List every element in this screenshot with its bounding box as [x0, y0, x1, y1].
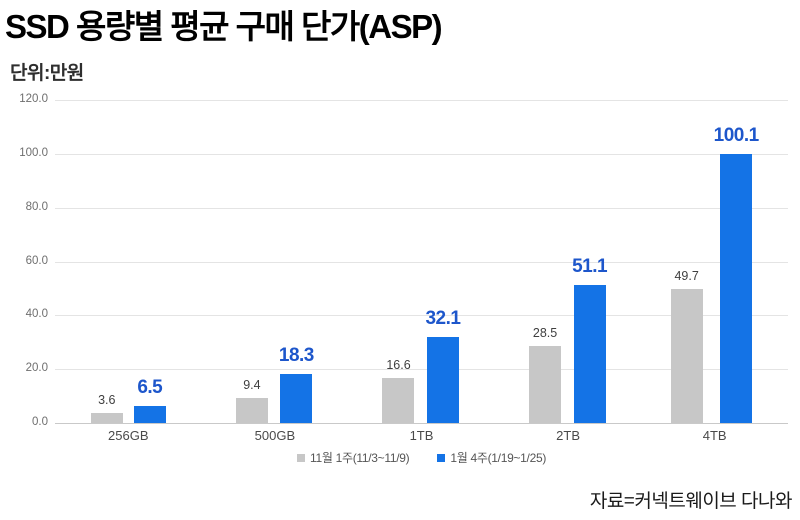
- x-axis-label: 256GB: [108, 428, 149, 443]
- legend-label: 11월 1주(11/3~11/9): [309, 451, 410, 465]
- bar: [235, 397, 268, 423]
- x-axis-label: 2TB: [556, 428, 580, 443]
- bar-column: 3.6: [90, 100, 123, 423]
- legend: 11월 1주(11/3~11/9) 1월 4주(1/19~1/25): [55, 449, 788, 466]
- plot-area: 3.6 6.5 9.4 18.3 16.6 32.1 28.5 51.1 49.7 100.1: [55, 100, 788, 424]
- x-axis-label: 4TB: [702, 428, 727, 443]
- legend-item: 1월 4주(1/19~1/25): [437, 449, 546, 466]
- legend-item: 11월 1주(11/3~11/9): [296, 449, 410, 466]
- bar-group: 49.7 100.1: [641, 100, 788, 423]
- gridline: [55, 369, 788, 371]
- bar: [670, 289, 703, 423]
- y-axis-tick-label: 100.0: [19, 146, 48, 159]
- legend-label: 1월 4주(1/19~1/25): [450, 451, 547, 465]
- bar-groups: 3.6 6.5 9.4 18.3 16.6 32.1 28.5 51.1 49.7 100.1: [55, 100, 788, 423]
- bar: [280, 373, 313, 423]
- value-label: 100.1: [713, 124, 760, 146]
- bar-column: 6.5: [133, 100, 166, 423]
- bar: [382, 378, 415, 423]
- y-axis-tick-label: 60.0: [25, 254, 48, 267]
- source-label: 자료=커넥트웨이브 다나와: [589, 491, 793, 512]
- bar: [90, 413, 123, 423]
- gridline: [55, 315, 788, 317]
- bar-group: 3.6 6.5: [55, 100, 202, 423]
- bar: [720, 153, 753, 423]
- bar: [573, 285, 606, 423]
- value-label: 18.3: [278, 344, 314, 366]
- gridline: [55, 100, 788, 101]
- bar-column: 100.1: [714, 100, 759, 423]
- x-axis: 256GB 500GB 1TB 2TB 4TB: [55, 428, 788, 443]
- value-label: 3.6: [98, 393, 116, 408]
- y-axis-tick-label: 80.0: [25, 200, 48, 213]
- bar-column: 9.4: [235, 100, 268, 423]
- bar-column: 28.5: [529, 100, 562, 423]
- value-label: 16.6: [386, 358, 411, 373]
- value-label: 32.1: [425, 307, 461, 329]
- value-label: 6.5: [137, 376, 163, 398]
- bar-column: 16.6: [382, 100, 415, 423]
- value-label: 49.7: [674, 269, 699, 284]
- bar: [426, 336, 459, 423]
- bar-column: 18.3: [279, 100, 314, 423]
- bar: [133, 405, 166, 423]
- bar-column: 32.1: [425, 100, 461, 423]
- bar: [529, 346, 562, 423]
- y-axis-tick-label: 0.0: [32, 416, 48, 428]
- y-axis-tick-label: 120.0: [19, 93, 48, 105]
- x-axis-label: 1TB: [409, 428, 434, 443]
- x-axis-label: 500GB: [254, 428, 296, 443]
- value-label: 51.1: [572, 256, 608, 278]
- chart-title: SSD 용량별 평균 구매 단가(ASP): [5, 8, 443, 45]
- gridline: [55, 153, 788, 155]
- value-label: 28.5: [532, 326, 558, 341]
- bar-column: 51.1: [572, 100, 608, 423]
- bar-group: 9.4 18.3: [202, 100, 349, 423]
- bar-group: 16.6 32.1: [348, 100, 495, 423]
- gridline: [55, 423, 788, 424]
- legend-swatch-icon: [437, 453, 446, 462]
- bar-column: 49.7: [670, 100, 703, 423]
- unit-label: 단위:만원: [10, 63, 84, 84]
- bar-group: 28.5 51.1: [495, 100, 642, 423]
- value-label: 9.4: [243, 377, 261, 392]
- y-axis-tick-label: 20.0: [25, 362, 48, 375]
- legend-swatch-icon: [296, 453, 305, 462]
- gridline: [55, 207, 788, 209]
- gridline: [55, 261, 788, 263]
- y-axis-tick-label: 40.0: [25, 308, 48, 321]
